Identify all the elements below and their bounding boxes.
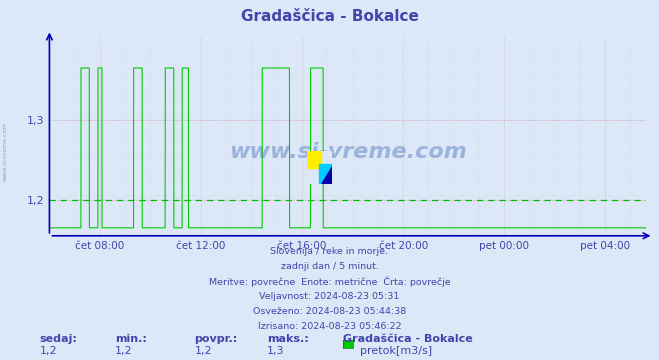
Text: 1,2: 1,2 <box>194 346 212 356</box>
Text: Slovenija / reke in morje.: Slovenija / reke in morje. <box>270 247 389 256</box>
Text: 1,3: 1,3 <box>267 346 285 356</box>
Text: Veljavnost: 2024-08-23 05:31: Veljavnost: 2024-08-23 05:31 <box>259 292 400 301</box>
Text: Izrisano: 2024-08-23 05:46:22: Izrisano: 2024-08-23 05:46:22 <box>258 322 401 331</box>
Text: zadnji dan / 5 minut.: zadnji dan / 5 minut. <box>281 262 378 271</box>
Text: maks.:: maks.: <box>267 334 308 344</box>
Text: sedaj:: sedaj: <box>40 334 77 344</box>
Text: www.si-vreme.com: www.si-vreme.com <box>229 142 467 162</box>
Text: 1,2: 1,2 <box>115 346 133 356</box>
Text: Osveženo: 2024-08-23 05:44:38: Osveženo: 2024-08-23 05:44:38 <box>253 307 406 316</box>
Text: Gradaščica - Bokalce: Gradaščica - Bokalce <box>343 334 473 344</box>
Polygon shape <box>307 152 321 168</box>
Text: 1,2: 1,2 <box>40 346 57 356</box>
Text: min.:: min.: <box>115 334 147 344</box>
Text: www.si-vreme.com: www.si-vreme.com <box>3 121 8 181</box>
Polygon shape <box>321 166 332 184</box>
Text: povpr.:: povpr.: <box>194 334 238 344</box>
Polygon shape <box>318 165 332 184</box>
Text: Gradaščica - Bokalce: Gradaščica - Bokalce <box>241 9 418 24</box>
Text: pretok[m3/s]: pretok[m3/s] <box>360 346 432 356</box>
Text: Meritve: povrečne  Enote: metrične  Črta: povrečje: Meritve: povrečne Enote: metrične Črta: … <box>209 277 450 287</box>
